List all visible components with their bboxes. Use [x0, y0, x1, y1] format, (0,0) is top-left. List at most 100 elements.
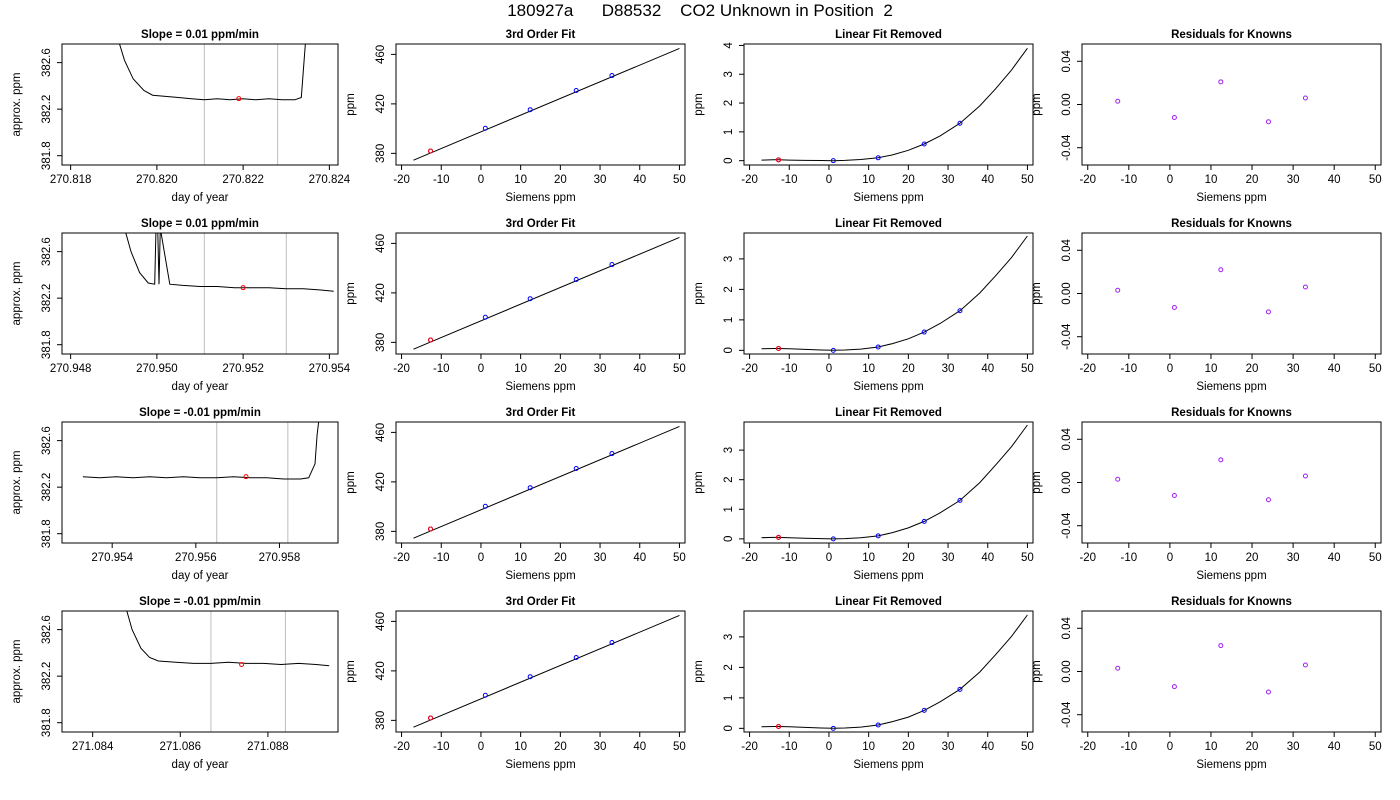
x-tick-label: 50 [1021, 552, 1034, 564]
plot-frame [1081, 43, 1382, 166]
panel-title: Slope = -0.01 ppm/min [139, 407, 261, 419]
x-tick-label: -20 [1079, 741, 1096, 753]
panel-title: Slope = 0.01 ppm/min [141, 29, 259, 41]
data-point [875, 155, 881, 161]
data-point [527, 296, 533, 302]
fit-line [413, 47, 680, 161]
concentration-trace [125, 233, 334, 292]
y-tick-label: 4 [723, 42, 735, 49]
y-tick-label: 382.2 [41, 473, 53, 502]
x-tick-label: 40 [981, 552, 994, 564]
data-point [1265, 309, 1271, 315]
data-point [1218, 457, 1224, 463]
panel-title: Linear Fit Removed [835, 29, 942, 41]
y-tick-label: 2 [723, 664, 735, 670]
panel-r2-c1: Slope = 0.01 ppm/min day of year approx. p… [11, 218, 351, 393]
plot-area [1115, 643, 1308, 695]
x-axis-label: day of year [172, 381, 229, 393]
fit-line [413, 614, 680, 728]
x-tick-label: 50 [673, 552, 686, 564]
panel-title: 3rd Order Fit [506, 596, 576, 608]
panel-r2-c3: Linear Fit Removed Siemens ppm ppm -20 -10 0 1… [693, 218, 1034, 393]
x-tick-label: 20 [1246, 741, 1259, 753]
x-tick-label: 270.958 [259, 552, 301, 564]
data-point [830, 158, 836, 164]
x-tick-label: -10 [781, 552, 798, 564]
x-tick-label: 40 [633, 552, 646, 564]
x-tick-label: 0 [478, 174, 484, 186]
plot-frame [743, 232, 1034, 355]
data-point [1171, 114, 1177, 120]
x-tick-label: -20 [741, 741, 758, 753]
plot-area [82, 422, 320, 543]
data-point [1218, 267, 1224, 273]
unknown-point [776, 346, 782, 352]
plot-area [119, 44, 306, 165]
x-tick-label: 20 [554, 552, 567, 564]
x-tick-label: 20 [1246, 363, 1259, 375]
concentration-trace [126, 611, 330, 667]
panel-title: Residuals for Knowns [1171, 596, 1292, 608]
x-tick-label: 30 [1287, 741, 1300, 753]
x-tick-label: 270.822 [222, 174, 264, 186]
x-axis-label: Siemens ppm [853, 192, 923, 204]
x-tick-label: -10 [781, 174, 798, 186]
y-tick-label: 380 [375, 144, 387, 163]
data-point [1218, 79, 1224, 85]
x-tick-label: -10 [433, 741, 450, 753]
x-tick-label: 270.818 [50, 174, 92, 186]
plot-frame [743, 43, 1034, 166]
x-tick-label: 270.952 [222, 363, 264, 375]
y-tick-label: 1 [723, 695, 735, 701]
panel-title: Linear Fit Removed [835, 407, 942, 419]
y-tick-label: 1 [723, 317, 735, 323]
data-point [830, 725, 836, 731]
data-point [573, 466, 579, 472]
data-point [1115, 665, 1121, 671]
plot-frame [395, 232, 686, 355]
panel-r2-c4: Residuals for Knowns Siemens ppm ppm -20 -10… [1031, 218, 1382, 393]
x-tick-label: 40 [981, 363, 994, 375]
panel-r3-c1: Slope = -0.01 ppm/min day of year approx. … [11, 407, 339, 582]
x-axis-label: Siemens ppm [505, 570, 575, 582]
plot-area [761, 614, 1028, 731]
data-point [609, 451, 615, 457]
data-point [875, 344, 881, 350]
x-axis-label: Siemens ppm [505, 381, 575, 393]
x-tick-label: 30 [594, 174, 607, 186]
mean-marker [243, 474, 249, 480]
x-tick-label: 0 [826, 741, 832, 753]
x-tick-label: 10 [1205, 363, 1218, 375]
plot-frame [395, 43, 686, 166]
y-tick-label: 0.00 [1061, 660, 1073, 682]
y-tick-label: 382.6 [41, 48, 53, 77]
data-point [482, 503, 488, 509]
x-tick-label: -10 [1121, 552, 1138, 564]
y-tick-label: 420 [375, 661, 387, 680]
unknown-point [776, 157, 782, 163]
x-axis-label: Siemens ppm [853, 381, 923, 393]
y-tick-label: 381.8 [41, 519, 53, 548]
plot-area [1115, 267, 1308, 315]
data-point [875, 533, 881, 539]
nonlinear-curve [761, 48, 1028, 162]
y-axis-label: ppm [693, 282, 705, 304]
x-tick-label: 30 [1287, 552, 1300, 564]
x-tick-label: 10 [1205, 174, 1218, 186]
y-axis-label: ppm [1031, 660, 1043, 682]
plot-frame [395, 610, 686, 733]
x-tick-label: 30 [942, 174, 955, 186]
y-tick-label: 460 [375, 612, 387, 631]
y-tick-label: 382.2 [41, 95, 53, 124]
x-tick-label: 50 [673, 174, 686, 186]
x-tick-label: -20 [1079, 174, 1096, 186]
x-tick-label: 50 [1021, 741, 1034, 753]
plot-area [1115, 457, 1308, 503]
x-tick-label: -10 [1121, 174, 1138, 186]
y-axis-label: ppm [345, 471, 357, 493]
data-point [1302, 95, 1308, 101]
data-point [1218, 643, 1224, 649]
plot-area [413, 236, 680, 350]
x-tick-label: 20 [902, 741, 915, 753]
